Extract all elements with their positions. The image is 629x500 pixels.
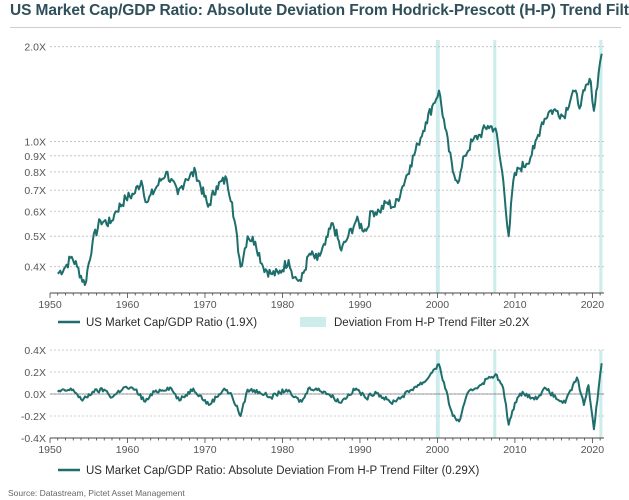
top-xtick-label: 1970: [193, 299, 217, 311]
bottom-ytick-label: -0.2X: [21, 411, 46, 423]
bottom-legend-line-label: US Market Cap/GDP Ratio: Absolute Deviat…: [86, 465, 479, 477]
bottom-ytick-label: 0.0X: [24, 389, 46, 401]
title-divider: [10, 27, 621, 28]
bottom-xtick-label: 1950: [38, 444, 62, 456]
bottom-ytick-label: 0.4X: [24, 345, 46, 357]
top-shade-band-1: [493, 40, 497, 293]
bottom-legend: US Market Cap/GDP Ratio: Absolute Deviat…: [58, 465, 479, 477]
bottom-ytick-label: 0.2X: [24, 367, 46, 379]
top-ytick-label: 1.0X: [24, 136, 46, 148]
top-legend: US Market Cap/GDP Ratio (1.9X) Deviation…: [58, 317, 530, 329]
top-shade-band-2: [599, 40, 603, 293]
top-xtick-label: 2010: [503, 299, 527, 311]
bottom-ytick-label: -0.4X: [21, 433, 46, 445]
bottom-xtick-label: 1960: [116, 444, 140, 456]
bottom-xtick-label: 1990: [348, 444, 372, 456]
top-legend-shade-label: Deviation From H-P Trend Filter ≥0.2X: [334, 317, 530, 329]
top-shade-band-0: [435, 40, 440, 293]
bottom-xtick-label: 2010: [503, 444, 527, 456]
chart-title: US Market Cap/GDP Ratio: Absolute Deviat…: [10, 2, 629, 19]
top-series-line: [57, 53, 603, 286]
top-ytick-label: 0.8X: [24, 167, 46, 179]
bottom-xtick-label: 1970: [193, 444, 217, 456]
top-ytick-label: 2.0X: [24, 42, 46, 54]
top-ytick-label: 0.9X: [24, 151, 46, 163]
top-xtick-label: 1960: [116, 299, 140, 311]
top-xtick-label: 2000: [426, 299, 450, 311]
top-ytick-label: 0.7X: [24, 185, 46, 197]
top-xtick-label: 1980: [271, 299, 295, 311]
bottom-xtick-label: 2020: [581, 444, 605, 456]
top-xtick-label: 1990: [348, 299, 372, 311]
top-legend-shade-swatch: [300, 317, 326, 327]
top-chart-panel: 0.4X 0.5X 0.6X 0.7X 0.8X 0.9X 1.0X 2.0X 1950 1960…: [24, 40, 604, 311]
bottom-chart-panel: -0.4X -0.2X 0.0X 0.2X 0.4X 1950 1960 1970 1980 19…: [21, 345, 604, 456]
top-legend-line-label: US Market Cap/GDP Ratio (1.9X): [86, 317, 257, 329]
top-ytick-label: 0.4X: [24, 262, 46, 274]
bottom-xtick-label: 2000: [426, 444, 450, 456]
top-xtick-label: 2020: [581, 299, 605, 311]
top-xtick-label: 1950: [38, 299, 62, 311]
source-note: Source: Datastream, Pictet Asset Managem…: [8, 488, 185, 498]
top-ytick-label: 0.5X: [24, 231, 46, 243]
bottom-series-line: [57, 363, 603, 431]
top-ytick-label: 0.6X: [24, 206, 46, 218]
bottom-xtick-label: 1980: [271, 444, 295, 456]
